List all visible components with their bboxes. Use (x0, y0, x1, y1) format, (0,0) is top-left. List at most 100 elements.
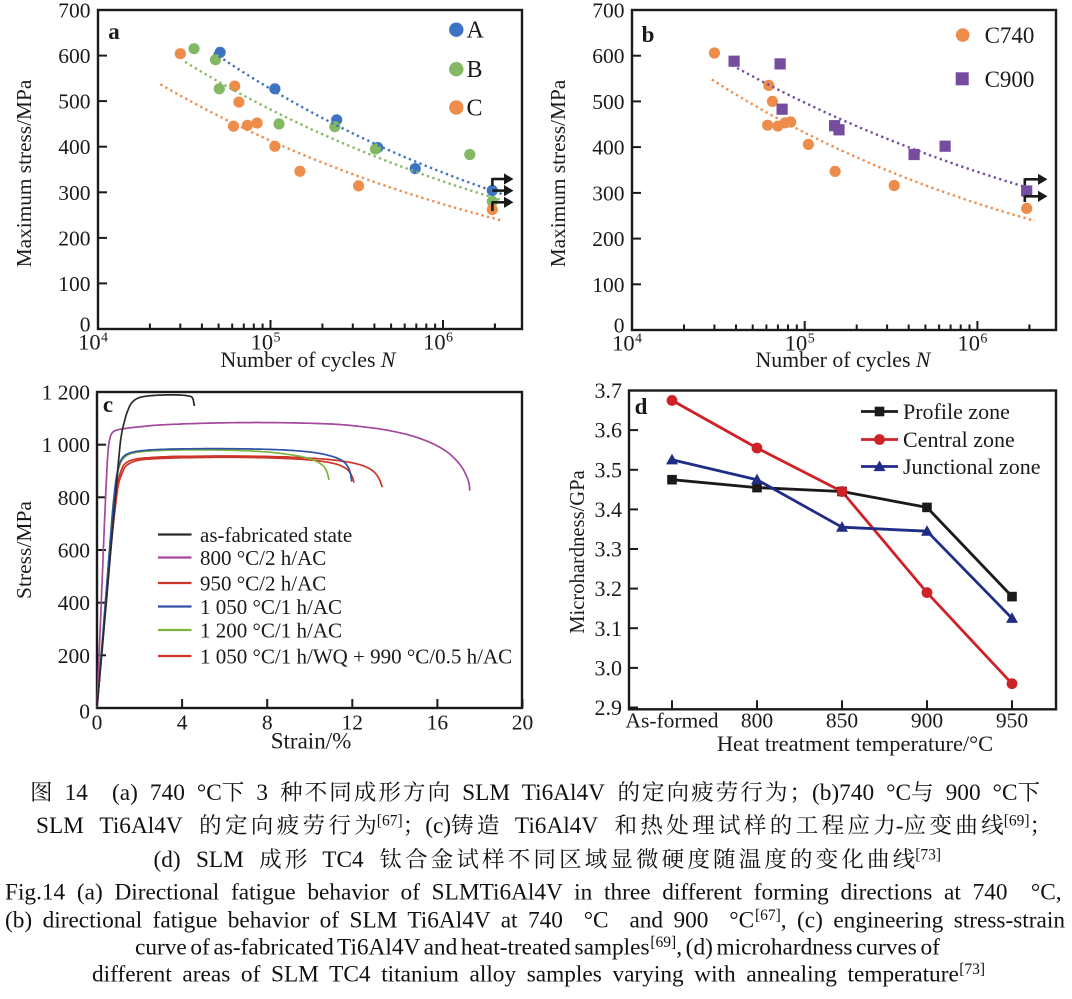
svg-text:800: 800 (741, 709, 773, 733)
svg-text:, (c) engineering stress-strai: , (c) engineering stress-strain (781, 908, 1066, 934)
svg-text:14 (a) 740 °C: 14 (a) 740 °C (53, 780, 222, 806)
svg-text:SLM Ti6Al4V: SLM Ti6Al4V (36, 813, 198, 839)
svg-text:(b) directional fatigue behavi: (b) directional fatigue behavior of SLM … (5, 908, 754, 934)
svg-text:700: 700 (58, 0, 90, 23)
svg-text:a: a (108, 19, 120, 44)
svg-text:[73]: [73] (959, 961, 985, 978)
svg-text:300: 300 (58, 181, 90, 205)
svg-text:-: - (896, 813, 904, 839)
svg-text:As-formed: As-formed (625, 709, 718, 733)
svg-text:10: 10 (78, 329, 101, 354)
svg-text:[69]: [69] (1004, 813, 1030, 830)
svg-text:[73]: [73] (915, 847, 941, 864)
svg-text:600: 600 (592, 44, 624, 68)
svg-text:900: 900 (911, 709, 943, 733)
svg-text:3.0: 3.0 (595, 655, 623, 680)
svg-text:0: 0 (79, 700, 90, 724)
svg-text:d: d (635, 394, 648, 419)
svg-text:700: 700 (592, 0, 624, 23)
svg-text:(c): (c) (425, 813, 451, 839)
svg-text:TC4: TC4 (307, 847, 379, 873)
svg-text:C900: C900 (985, 67, 1035, 92)
svg-text:20: 20 (512, 711, 534, 735)
svg-text:3.6: 3.6 (595, 418, 623, 443)
svg-text:[67]: [67] (755, 907, 781, 924)
svg-text:1 050 °C/1 h/WQ + 990 °C/0.5 h: 1 050 °C/1 h/WQ + 990 °C/0.5 h/AC (200, 645, 512, 669)
svg-text:200: 200 (58, 644, 90, 668)
svg-text:0: 0 (80, 313, 91, 337)
svg-text:(d) SLM: (d) SLM (154, 847, 260, 873)
svg-text:16: 16 (427, 711, 449, 735)
svg-text:800: 800 (58, 486, 90, 510)
svg-text:Strain/%: Strain/% (271, 729, 352, 754)
svg-text:2.9: 2.9 (595, 695, 623, 720)
svg-text:900 °C: 900 °C (934, 780, 1018, 806)
svg-text:100: 100 (592, 273, 624, 297)
svg-text:600: 600 (58, 44, 90, 68)
svg-text:Number of cycles: Number of cycles (221, 348, 381, 372)
svg-text:Number of cycles: Number of cycles (756, 348, 916, 372)
svg-text:different areas of SLM TC4 tit: different areas of SLM TC4 titanium allo… (92, 962, 959, 988)
svg-text:3.5: 3.5 (595, 457, 623, 482)
svg-text:500: 500 (592, 90, 624, 114)
svg-text:950 °C/2 h/AC: 950 °C/2 h/AC (200, 572, 326, 596)
svg-text:C: C (467, 96, 483, 122)
svg-text:[69]: [69] (650, 934, 676, 951)
svg-text:10: 10 (423, 329, 446, 354)
svg-text:800 °C/2 h/AC: 800 °C/2 h/AC (200, 546, 326, 570)
svg-text:Heat treatment temperature/°C: Heat treatment temperature/°C (717, 731, 993, 756)
svg-text:8: 8 (262, 711, 273, 735)
svg-text:B: B (467, 57, 483, 83)
svg-text:3.3: 3.3 (595, 537, 623, 562)
svg-text:N: N (380, 348, 397, 372)
svg-text:300: 300 (592, 181, 624, 205)
svg-text:1 200: 1 200 (42, 381, 90, 405)
svg-text:850: 850 (826, 709, 858, 733)
svg-text:, (d) microhardness curves of: , (d) microhardness curves of (676, 935, 940, 961)
svg-text:4: 4 (635, 332, 642, 347)
svg-text:Profile zone: Profile zone (903, 399, 1010, 424)
svg-text:N: N (915, 348, 932, 372)
svg-text:400: 400 (58, 135, 90, 159)
svg-text:SLM Ti6Al4V: SLM Ti6Al4V (450, 780, 617, 806)
svg-text:5: 5 (808, 332, 815, 347)
svg-text:b: b (642, 22, 655, 47)
svg-text:Maximum stress/MPa: Maximum stress/MPa (546, 79, 570, 267)
svg-text:0: 0 (614, 314, 625, 338)
svg-text:500: 500 (58, 90, 90, 114)
svg-text:Fig.14 (a) Directional fatigue: Fig.14 (a) Directional fatigue behavior … (5, 880, 1062, 906)
svg-text:6: 6 (980, 332, 987, 347)
svg-text:Ti6Al4V: Ti6Al4V (499, 813, 613, 839)
svg-text:950: 950 (996, 709, 1028, 733)
svg-text:1 200 °C/1 h/AC: 1 200 °C/1 h/AC (200, 619, 342, 643)
svg-text:(b)740 °C: (b)740 °C (812, 780, 911, 806)
svg-text:c: c (103, 392, 113, 417)
svg-text:4: 4 (177, 711, 188, 735)
svg-text:200: 200 (592, 227, 624, 251)
svg-text:200: 200 (58, 226, 90, 250)
svg-text:C740: C740 (985, 23, 1035, 48)
svg-text:3.1: 3.1 (595, 616, 623, 641)
svg-text:10: 10 (785, 330, 808, 355)
svg-text:Maximum stress/MPa: Maximum stress/MPa (12, 79, 36, 267)
svg-text:1 050 °C/1 h/AC: 1 050 °C/1 h/AC (200, 595, 342, 619)
svg-text:600: 600 (58, 539, 90, 563)
svg-text:curve of as-fabricated Ti6Al4V: curve of as-fabricated Ti6Al4V and heat-… (135, 935, 650, 961)
svg-text:Central zone: Central zone (903, 427, 1015, 452)
svg-text:3.2: 3.2 (595, 576, 623, 601)
svg-text:A: A (467, 18, 485, 44)
svg-text:400: 400 (58, 591, 90, 615)
svg-text:3.4: 3.4 (595, 497, 623, 522)
svg-text:100: 100 (58, 272, 90, 296)
svg-text:Stress/MPa: Stress/MPa (12, 501, 36, 599)
svg-text:5: 5 (274, 331, 281, 346)
svg-text:1 000: 1 000 (42, 433, 90, 457)
svg-text:12: 12 (342, 711, 364, 735)
svg-text:6: 6 (446, 331, 453, 346)
svg-text:as-fabricated state: as-fabricated state (200, 523, 352, 547)
svg-text:4: 4 (101, 331, 108, 346)
svg-text:[67]: [67] (377, 813, 403, 830)
svg-text:10: 10 (612, 330, 635, 355)
svg-text:10: 10 (958, 330, 981, 355)
svg-text:3: 3 (244, 780, 280, 806)
